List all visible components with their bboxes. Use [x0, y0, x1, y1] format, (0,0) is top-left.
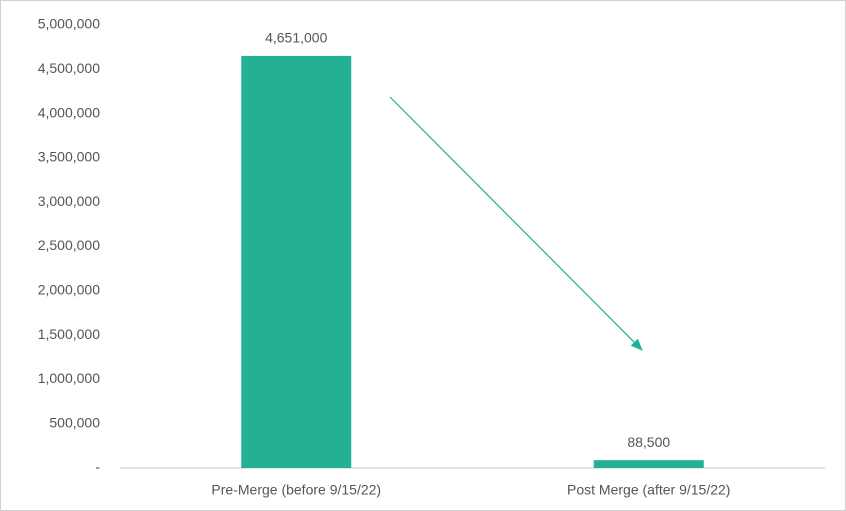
bar [593, 460, 704, 468]
y-tick-label: 3,500,000 [38, 149, 100, 165]
value-label: 88,500 [627, 434, 670, 450]
y-tick-label: 4,000,000 [38, 104, 100, 120]
y-tick-label: 2,500,000 [38, 237, 100, 253]
y-tick-label: 3,000,000 [38, 193, 100, 209]
y-tick-label: 500,000 [49, 414, 100, 430]
x-tick-label: Post Merge (after 9/15/22) [567, 482, 730, 498]
x-tick-label: Pre-Merge (before 9/15/22) [211, 482, 381, 498]
y-tick-label: 4,500,000 [38, 60, 100, 76]
trend-arrow [389, 96, 643, 351]
y-tick-label: 5,000,000 [38, 16, 100, 32]
y-tick-label: 2,000,000 [38, 282, 100, 298]
bar [241, 55, 352, 469]
y-tick-label: 1,000,000 [38, 370, 100, 386]
value-label: 4,651,000 [265, 30, 327, 46]
y-tick-label: - [95, 459, 100, 475]
y-tick-label: 1,500,000 [38, 326, 100, 342]
